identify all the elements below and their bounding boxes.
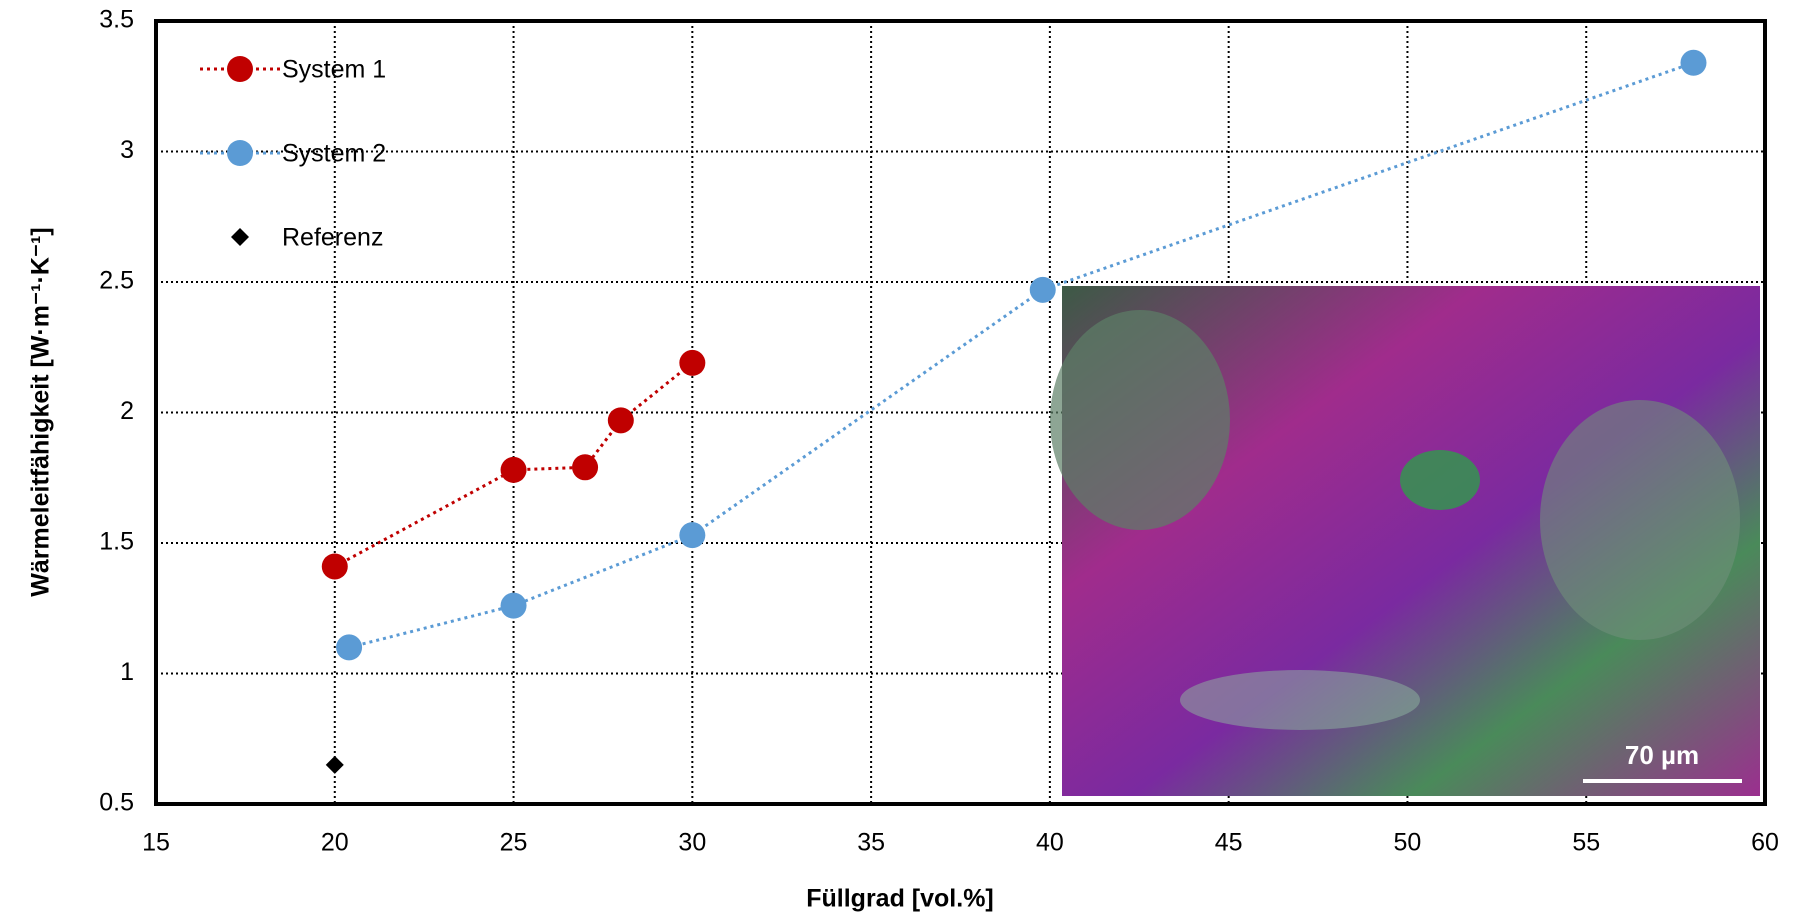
flake [1400, 450, 1480, 510]
flake [1180, 670, 1420, 730]
legend-label: Referenz [282, 224, 383, 252]
marker [572, 454, 599, 481]
marker [1029, 276, 1056, 303]
y-tick-label: 3 [120, 136, 134, 164]
marker [321, 553, 348, 580]
marker [500, 456, 527, 483]
x-tick-label: 15 [142, 829, 170, 857]
y-tick-label: 1 [120, 658, 134, 686]
flake [1540, 400, 1740, 640]
legend-label: System 1 [282, 56, 386, 84]
x-tick-label: 50 [1394, 829, 1422, 857]
x-tick-label: 30 [678, 829, 706, 857]
legend-label: System 2 [282, 140, 386, 168]
y-tick-label: 1.5 [99, 528, 134, 556]
marker [679, 349, 706, 376]
x-tick-label: 45 [1215, 829, 1243, 857]
legend-marker [227, 140, 253, 166]
scale-label: 70 µm [1625, 740, 1699, 770]
inset-image: 70 µm [1050, 286, 1760, 796]
x-tick-label: 40 [1036, 829, 1064, 857]
marker [336, 634, 363, 661]
y-tick-label: 2 [120, 397, 134, 425]
legend-marker [227, 56, 253, 82]
marker [1680, 49, 1707, 76]
y-tick-label: 3.5 [99, 6, 134, 34]
marker [500, 592, 527, 619]
x-tick-label: 25 [500, 829, 528, 857]
x-tick-label: 60 [1751, 829, 1779, 857]
x-tick-label: 55 [1572, 829, 1600, 857]
x-tick-label: 35 [857, 829, 885, 857]
flake [1050, 310, 1230, 530]
y-axis-label: Wärmeleitfähigkeit [W·m⁻¹·K⁻¹] [27, 227, 55, 596]
marker [679, 522, 706, 549]
y-tick-label: 0.5 [99, 789, 134, 817]
x-tick-label: 20 [321, 829, 349, 857]
x-axis-label: Füllgrad [vol.%] [806, 885, 994, 913]
series-line [348, 61, 1694, 649]
marker [325, 755, 344, 774]
plot-frame [154, 19, 1767, 806]
marker [607, 407, 634, 434]
legend-marker [231, 228, 249, 246]
y-tick-label: 2.5 [99, 267, 134, 295]
